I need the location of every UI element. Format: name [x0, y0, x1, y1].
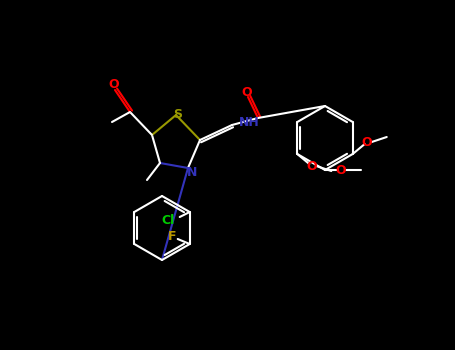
Text: S: S: [173, 107, 182, 120]
Text: O: O: [361, 135, 372, 148]
Text: O: O: [306, 160, 317, 173]
Text: O: O: [242, 85, 253, 98]
Text: F: F: [167, 230, 176, 243]
Text: Cl: Cl: [161, 214, 174, 226]
Text: N: N: [187, 166, 197, 178]
Text: NH: NH: [239, 116, 260, 128]
Text: O: O: [109, 78, 119, 91]
Text: O: O: [336, 163, 346, 176]
